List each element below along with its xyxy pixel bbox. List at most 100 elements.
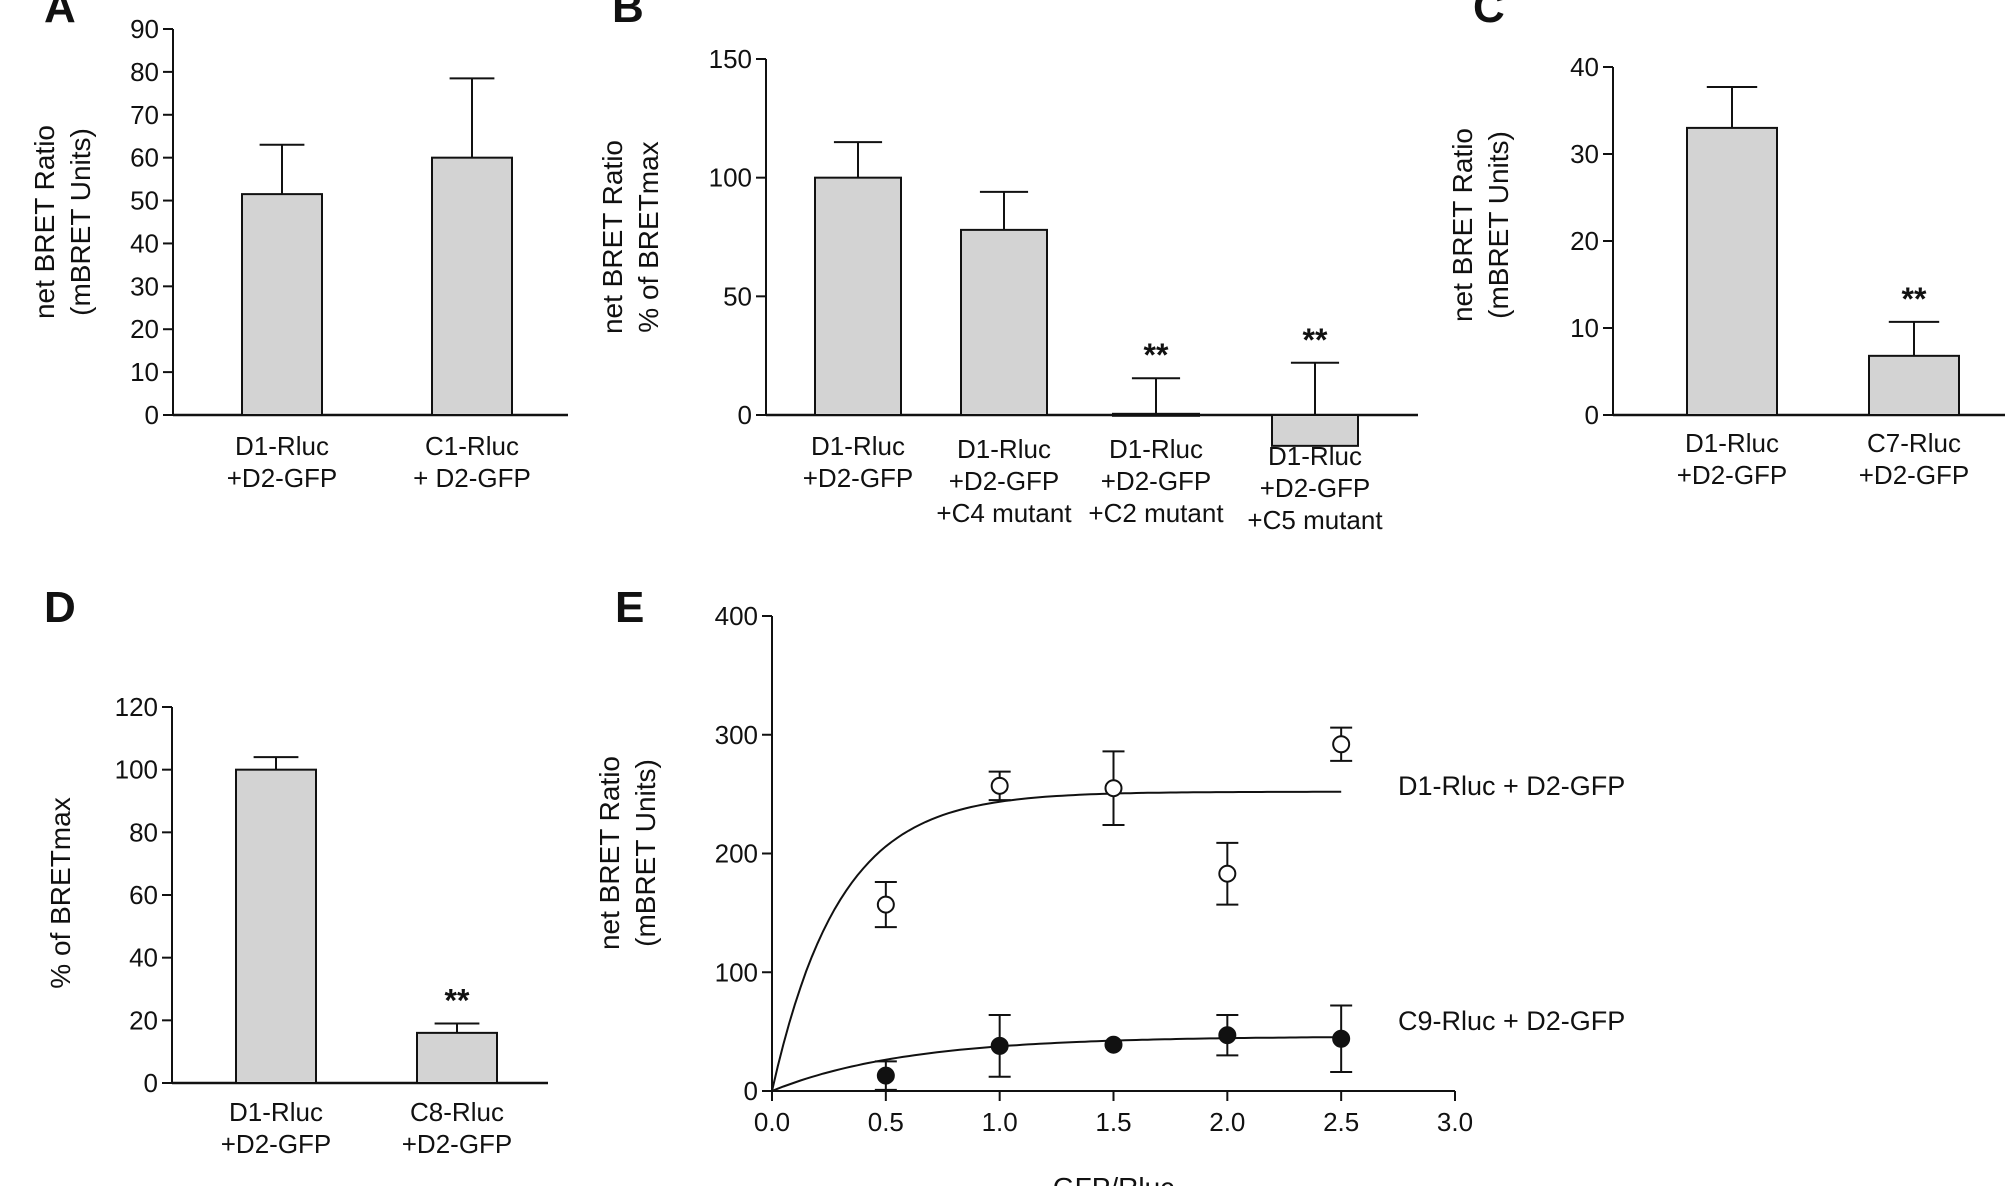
pc-bar — [1686, 126, 1778, 417]
pc-category-label: +D2-GFP — [1677, 460, 1788, 490]
pa-y-tick-label: 50 — [130, 186, 159, 216]
pd-y-tick-label: 60 — [129, 880, 158, 910]
pc-y-tick-label: 40 — [1570, 52, 1599, 82]
pe-data-point-series-2 — [876, 1066, 895, 1085]
pd-category-label: +D2-GFP — [402, 1129, 513, 1159]
pe-data-point-series-1 — [990, 776, 1009, 795]
pd-y-tick-label: 20 — [129, 1005, 158, 1035]
pb-category-label: +C5 mutant — [1247, 505, 1383, 535]
pc-y-tick-label: 10 — [1570, 313, 1599, 343]
pd-category-label: C8-Rluc — [410, 1097, 504, 1127]
panel-letter-a: A — [44, 0, 76, 32]
pb-category-label: +D2-GFP — [1260, 473, 1371, 503]
panel-b-bar-chart: 0 50 100 150 net BRET Ratio% of BRETmax D1-Rl… — [597, 44, 1418, 535]
pe-series-label: D1-Rluc + D2-GFP — [1398, 771, 1625, 801]
pe-x-tick-label: 0.5 — [868, 1107, 904, 1137]
pb-y-axis-label: net BRET Ratio — [597, 140, 628, 334]
pc-y-tick-label: 30 — [1570, 139, 1599, 169]
pb-y-tick-label: 50 — [723, 281, 752, 311]
pc-bar — [1868, 354, 1960, 416]
pb-category-label: D1-Rluc — [811, 431, 905, 461]
panel-letter-c: C — [1473, 0, 1505, 32]
pb-bar — [814, 176, 902, 416]
pe-fit-curve-series-2 — [771, 1036, 1342, 1092]
pe-x-tick-label: 0.0 — [754, 1107, 790, 1137]
pe-y-tick-label: 300 — [715, 720, 758, 750]
pd-significance-mark: ** — [445, 982, 470, 1018]
pb-significance-mark: ** — [1303, 322, 1328, 358]
pe-y-axis-label: net BRET Ratio — [594, 756, 625, 950]
pb-bar — [1112, 412, 1200, 417]
pe-x-tick-label: 2.5 — [1323, 1107, 1359, 1137]
panel-a-bar-chart: 0 10 20 30 40 50 60 70 80 90 net BRET Ratio (mBRET … — [29, 14, 568, 493]
pd-y-tick-label: 80 — [129, 817, 158, 847]
pe-series-label: C9-Rluc + D2-GFP — [1398, 1006, 1625, 1036]
panel-c-bar-chart: 0 10 20 30 40 net BRET Ratio (mBRET Units) D1-R… — [1447, 52, 2005, 490]
pa-category-label: D1-Rluc — [235, 431, 329, 461]
pa-y-tick-label: 0 — [145, 400, 159, 430]
pb-y-axis-label: % of BRETmax — [633, 141, 664, 332]
pa-y-tick-label: 40 — [130, 228, 159, 258]
pe-y-tick-label: 100 — [715, 957, 758, 987]
pe-data-point-series-2 — [1218, 1026, 1237, 1045]
pc-category-label: +D2-GFP — [1859, 460, 1970, 490]
pa-y-tick-label: 20 — [130, 314, 159, 344]
pb-category-label: +D2-GFP — [949, 466, 1060, 496]
pb-category-label: +C4 mutant — [936, 498, 1072, 528]
pa-category-label: +D2-GFP — [227, 463, 338, 493]
pe-data-point-series-2 — [990, 1036, 1009, 1055]
pb-y-tick-label: 0 — [738, 400, 752, 430]
pc-y-tick-label: 20 — [1570, 226, 1599, 256]
pe-x-tick-label: 3.0 — [1437, 1107, 1473, 1137]
pb-category-label: D1-Rluc — [1268, 441, 1362, 471]
pd-bar — [235, 768, 317, 1085]
pe-y-tick-label: 200 — [715, 839, 758, 869]
pe-x-tick-label: 1.5 — [1095, 1107, 1131, 1137]
pe-data-point-series-1 — [1332, 735, 1351, 754]
pd-y-tick-label: 0 — [144, 1068, 158, 1098]
pb-category-label: +C2 mutant — [1088, 498, 1224, 528]
pa-y-tick-label: 90 — [130, 14, 159, 44]
pb-y-tick-label: 150 — [709, 44, 752, 74]
pc-category-label: C7-Rluc — [1867, 428, 1961, 458]
pc-category-label: D1-Rluc — [1685, 428, 1779, 458]
pd-y-tick-label: 100 — [115, 755, 158, 785]
panel-letter-d: D — [44, 583, 76, 632]
pb-category-label: +D2-GFP — [1101, 466, 1212, 496]
pa-y-axis-label: net BRET Ratio — [29, 125, 60, 319]
pe-data-point-series-2 — [1332, 1029, 1351, 1048]
pd-y-tick-label: 40 — [129, 943, 158, 973]
pa-y-tick-label: 60 — [130, 143, 159, 173]
pe-data-point-series-1 — [1104, 779, 1123, 798]
pe-y-tick-label: 400 — [715, 601, 758, 631]
pc-y-axis-label: (mBRET Units) — [1483, 131, 1514, 319]
pe-data-point-series-1 — [876, 895, 895, 914]
pb-y-tick-label: 100 — [709, 163, 752, 193]
pd-category-label: D1-Rluc — [229, 1097, 323, 1127]
pe-x-tick-label: 1.0 — [982, 1107, 1018, 1137]
pe-data-point-series-1 — [1218, 864, 1237, 883]
pc-significance-mark: ** — [1902, 281, 1927, 317]
pd-y-axis-label: % of BRETmax — [45, 797, 76, 988]
pd-bar — [416, 1031, 498, 1085]
pd-category-label: +D2-GFP — [221, 1129, 332, 1159]
pa-bar — [241, 193, 323, 416]
panel-letter-b: B — [612, 0, 644, 32]
pa-y-tick-label: 80 — [130, 57, 159, 87]
panel-e-saturation-plot: 0 100 200 300 400 0.0 0.5 1.0 1.5 2.0 2.5 3.0 GFP/Rl… — [594, 601, 1625, 1186]
pb-bar — [960, 228, 1048, 416]
panel-letter-e: E — [615, 583, 644, 632]
pa-y-tick-label: 10 — [130, 357, 159, 387]
pa-y-tick-label: 70 — [130, 100, 159, 130]
pb-category-label: D1-Rluc — [1109, 434, 1203, 464]
pa-y-tick-label: 30 — [130, 271, 159, 301]
pe-data-point-series-2 — [1104, 1035, 1123, 1054]
pa-y-axis-label: (mBRET Units) — [65, 128, 96, 316]
pe-x-tick-label: 2.0 — [1209, 1107, 1245, 1137]
pc-y-axis-label: net BRET Ratio — [1447, 128, 1478, 322]
pc-y-tick-label: 0 — [1585, 400, 1599, 430]
pe-fit-curve-series-1 — [771, 790, 1342, 1092]
pe-x-axis-label: GFP/Rluc — [1053, 1172, 1174, 1186]
